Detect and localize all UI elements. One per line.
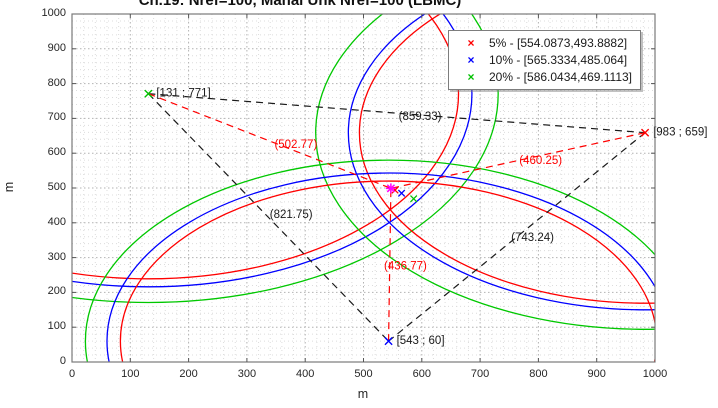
range-line xyxy=(148,93,392,189)
legend-items: × 5% - [554.0873,493.8882] × 10% - [565.333… xyxy=(453,34,632,85)
x-axis-label: m xyxy=(357,387,369,401)
range-circle-r20 xyxy=(84,159,655,362)
x-tick-label: 900 xyxy=(587,368,606,380)
legend-label: 5% - [554.0873,493.8882] xyxy=(489,35,628,50)
y-tick-label: 800 xyxy=(47,76,66,89)
x-tick-label: 600 xyxy=(412,368,431,380)
legend-row: × 20% - [586.0434,469.1113] xyxy=(453,68,632,85)
range-circle-r5 xyxy=(72,14,460,280)
y-tick-label: 0 xyxy=(59,355,66,367)
range-label: (460.25) xyxy=(519,155,562,167)
distance-label: (859.33) xyxy=(399,111,442,123)
y-tick-label: 300 xyxy=(47,250,66,263)
legend-row: × 5% - [554.0873,493.8882] xyxy=(453,34,632,51)
range-line xyxy=(390,132,646,189)
x-tick-label: 700 xyxy=(470,368,490,380)
anchor-marker-x-icon xyxy=(640,128,650,137)
y-tick-label: 200 xyxy=(47,285,66,298)
estimate-marker-x-icon xyxy=(410,195,418,203)
anchor-marker-x-icon xyxy=(384,337,393,346)
x-tick-label: 1000 xyxy=(642,368,668,380)
range-circle-r5 xyxy=(119,180,655,362)
legend-marker-x-icon: × xyxy=(467,35,475,50)
legend-label: 20% - [586.0434,469.1113] xyxy=(489,69,633,84)
range-circle-r10 xyxy=(72,14,473,288)
anchor-label: [543 ; 60] xyxy=(397,335,445,347)
inter-anchor-line xyxy=(148,93,646,134)
inter-anchor-line xyxy=(147,93,389,342)
anchor-marker-x-icon xyxy=(144,89,153,98)
y-axis-label: m xyxy=(2,181,17,193)
x-tick-label: 300 xyxy=(237,368,257,380)
y-tick-label: 100 xyxy=(47,320,66,333)
y-tick-label: 400 xyxy=(47,215,66,228)
range-label: (436.77) xyxy=(384,261,427,273)
legend-marker-x-icon: × xyxy=(467,69,475,84)
plot-title-clipped: Ch.19: Nref=100, Mahal Unk Nref=100 (LBM… xyxy=(138,0,462,9)
distance-label: (821.75) xyxy=(270,209,313,221)
y-tick-label: 900 xyxy=(47,41,66,54)
range-circle-r10 xyxy=(106,172,655,362)
legend-box[interactable]: × 5% - [554.0873,493.8882] × 10% - [565.333… xyxy=(448,30,642,90)
range-circle-r20 xyxy=(72,14,499,304)
estimate-marker-x-icon xyxy=(397,189,406,197)
y-tick-label: 1000 xyxy=(41,7,66,19)
legend-label: 10% - [565.3334,485.064] xyxy=(489,52,628,67)
x-tick-label: 200 xyxy=(179,368,198,380)
x-tick-label: 400 xyxy=(296,368,315,380)
range-circle-r10 xyxy=(347,14,655,311)
range-label: (502.77) xyxy=(274,139,317,151)
x-tick-label: 500 xyxy=(354,368,373,380)
x-tick-label: 800 xyxy=(529,368,548,380)
distance-label: (743.24) xyxy=(511,232,554,244)
anchor-label: [131 ; 771] xyxy=(156,88,210,100)
target-star-icon xyxy=(385,183,396,194)
legend-marker-x-icon: × xyxy=(467,52,475,67)
x-tick-label: 0 xyxy=(68,368,76,380)
anchor-label: [983 ; 659] xyxy=(653,127,707,139)
range-line xyxy=(387,188,392,342)
range-circle-r5 xyxy=(358,14,655,304)
legend-row: × 10% - [565.3334,485.064] xyxy=(453,51,632,68)
y-tick-label: 700 xyxy=(47,111,66,124)
range-circle-r20 xyxy=(315,14,655,330)
y-tick-label: 500 xyxy=(47,181,66,193)
x-tick-label: 100 xyxy=(121,368,140,380)
y-tick-label: 600 xyxy=(47,146,66,159)
